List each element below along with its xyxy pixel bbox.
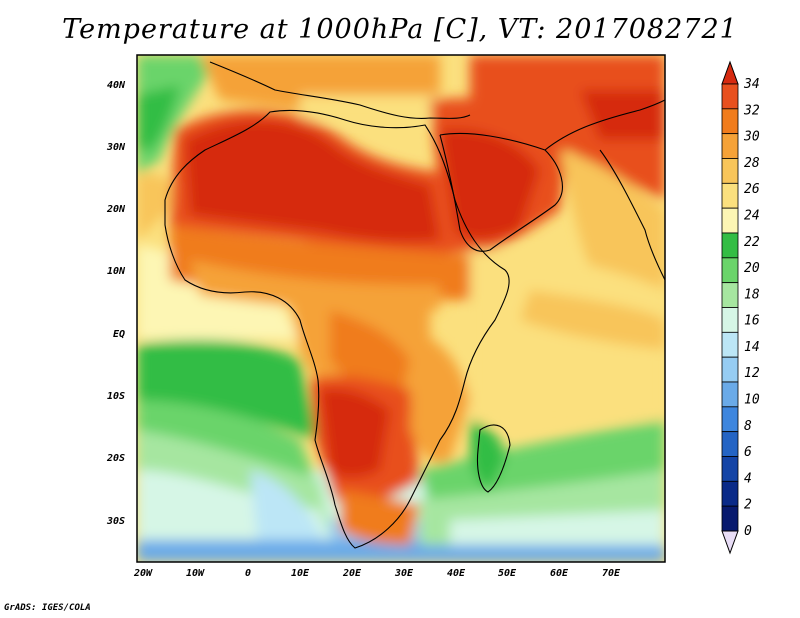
colorbar-label: 24 <box>744 208 760 223</box>
map-title: Temperature at 1000hPa [C], VT: 20170827… <box>62 14 738 45</box>
y-tick-30n: 30N <box>106 142 126 153</box>
x-tick-0: 0 <box>245 568 251 579</box>
colorbar-label: 26 <box>744 182 760 197</box>
colorbar-swatch <box>721 307 739 333</box>
map-frame <box>136 54 666 563</box>
colorbar-swatch <box>721 232 739 259</box>
colorbar-label: 4 <box>744 471 752 486</box>
colorbar-swatch <box>721 456 739 482</box>
y-tick-10n: 10N <box>107 266 126 277</box>
colorbar-label: 28 <box>744 156 760 171</box>
colorbar-label: 34 <box>743 77 760 92</box>
colorbar-below-triangle <box>721 530 739 555</box>
colorbar-label: 30 <box>743 130 760 145</box>
y-tick-10s: 10S <box>107 391 125 402</box>
colorbar-swatch <box>721 505 739 532</box>
colorbar-swatch <box>721 207 739 234</box>
colorbar-swatch <box>721 480 739 507</box>
colorbar-label: 8 <box>744 419 752 434</box>
colorbar-label: 10 <box>744 393 760 408</box>
x-tick-70e: 70E <box>602 568 621 579</box>
colorbar-swatch <box>721 257 739 284</box>
colorbar-label: 20 <box>744 261 760 276</box>
colorbar-label: 0 <box>744 524 752 539</box>
colorbar-label: 16 <box>744 314 760 329</box>
x-tick-10w: 10W <box>186 568 205 579</box>
colorbar-swatch <box>721 158 739 184</box>
y-tick-40n: 40N <box>107 80 126 91</box>
x-tick-30e: 30E <box>394 568 414 579</box>
colorbar-swatch <box>721 83 739 110</box>
colorbar-swatch <box>721 431 739 457</box>
colorbar-above-triangle <box>721 60 739 85</box>
y-tick-eq: EQ <box>113 329 125 340</box>
colorbar-swatch <box>721 406 739 433</box>
y-axis: 40N 30N 20N 10N EQ 10S 20S 30S <box>106 80 126 527</box>
colorbar-swatch <box>721 108 739 135</box>
colorbar-label: 18 <box>744 287 760 302</box>
colorbar-label: 6 <box>744 445 752 460</box>
colorbar-swatch <box>721 182 739 209</box>
colorbar-label: 14 <box>744 340 760 355</box>
x-tick-10e: 10E <box>291 568 310 579</box>
colorbar-label: 22 <box>744 235 760 250</box>
x-tick-50e: 50E <box>498 568 517 579</box>
colorbar-swatch <box>721 381 739 408</box>
coastlines <box>164 61 665 549</box>
colorbar-swatch <box>721 133 739 159</box>
colorbar-label: 12 <box>744 366 760 381</box>
x-tick-60e: 60E <box>550 568 569 579</box>
y-tick-20s: 20S <box>106 453 125 464</box>
x-tick-20e: 20E <box>342 568 362 579</box>
colorbar-swatch <box>721 282 739 308</box>
temperature-field <box>137 55 665 562</box>
colorbar-label: 2 <box>744 498 752 513</box>
y-tick-20n: 20N <box>106 204 126 215</box>
x-tick-20w: 20W <box>133 568 153 579</box>
credit-text: GrADS: IGES/COLA <box>4 603 91 613</box>
colorbar-label: 32 <box>743 103 760 118</box>
x-tick-40e: 40E <box>447 568 466 579</box>
colorbar-swatch <box>721 356 739 383</box>
y-tick-30s: 30S <box>106 516 125 527</box>
colorbar-swatch <box>721 331 739 358</box>
x-axis: 20W 10W 0 10E 20E 30E 40E 50E 60E 70E <box>133 568 621 579</box>
